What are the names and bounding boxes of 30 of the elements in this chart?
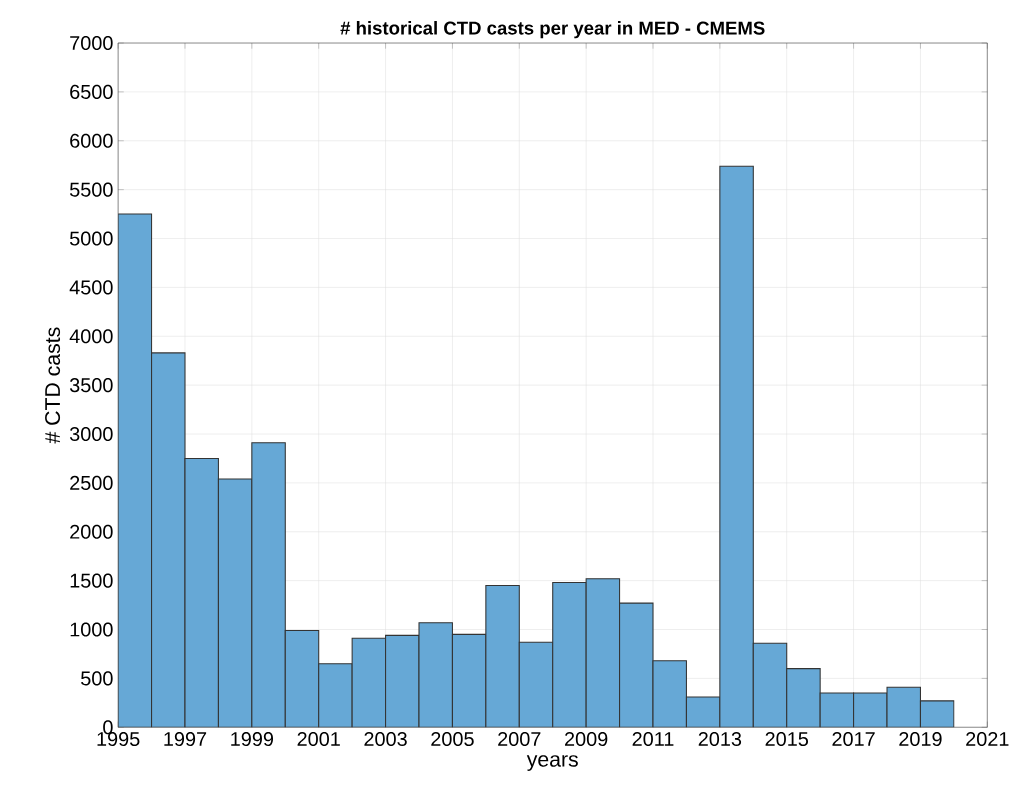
y-tick-label: 7000 — [70, 35, 113, 50]
y-tick-label: 500 — [81, 671, 113, 686]
x-tick-label: 2021 — [966, 731, 1009, 746]
y-tick-label: 3000 — [69, 426, 113, 441]
x-tick-label: 2011 — [632, 731, 674, 746]
x-tick-label: 2009 — [565, 731, 608, 746]
x-tick-label: 2017 — [832, 731, 875, 746]
x-tick-label: 2001 — [297, 731, 340, 746]
x-tick-label: 2015 — [765, 731, 809, 746]
x-tick-label: 1997 — [164, 731, 207, 746]
y-tick-label: 6000 — [70, 133, 113, 148]
y-tick-label: 5000 — [69, 231, 113, 246]
y-tick-label: 4500 — [69, 280, 113, 295]
x-tick-label: 2005 — [431, 731, 474, 746]
x-tick-label: 2007 — [498, 731, 541, 746]
x-tick-label: 2003 — [364, 731, 407, 746]
y-axis-title: # CTD casts — [45, 327, 61, 444]
y-tick-label: 2500 — [70, 475, 113, 490]
x-tick-label: 2019 — [899, 731, 942, 746]
x-tick-label: 2013 — [698, 731, 742, 746]
y-tick-label: 1000 — [70, 622, 113, 637]
x-tick-label: 1999 — [231, 731, 274, 746]
x-axis-title: years — [526, 754, 578, 771]
y-tick-label: 5500 — [69, 182, 113, 197]
y-tick-label: 1500 — [70, 573, 113, 588]
y-tick-label: 4000 — [69, 329, 113, 344]
y-tick-label: 3500 — [69, 377, 113, 392]
y-tick-label: 2000 — [70, 524, 113, 539]
chart-title: # historical CTD casts per year in MED - CMEMS — [340, 20, 765, 39]
y-tick-label: 6500 — [70, 84, 113, 99]
